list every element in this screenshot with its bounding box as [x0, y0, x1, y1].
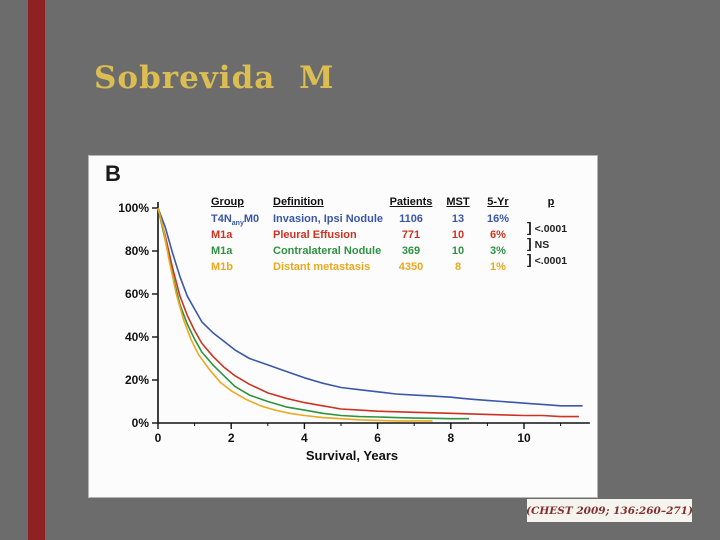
patients-value: 4350 [398, 261, 424, 273]
x-tick-label: 4 [301, 431, 308, 445]
patients-value: 1106 [399, 213, 423, 225]
group-label: M1b [211, 261, 233, 273]
definition-label: Contralateral Nodule [273, 245, 382, 257]
survival-curve-0 [157, 207, 583, 407]
mst-value: 10 [451, 229, 465, 241]
mst-value: 10 [451, 245, 465, 257]
definition-label: Pleural Effusion [273, 229, 357, 241]
p-value-comparison-2: ] NS [527, 235, 587, 251]
slide-title: Sobrevida M [94, 60, 335, 96]
y-tick-label: 0% [132, 416, 150, 430]
p-value-comparison-1: ] <.0001 [527, 219, 587, 235]
survival-curve-3 [157, 207, 433, 422]
bracket-glyph: ] [527, 235, 532, 251]
group-label: T4NanyM0 [211, 213, 260, 228]
legend-row-m1a-contralateral: M1a Contralateral Nodule 369 10 3% [89, 245, 597, 260]
patients-value: 369 [401, 245, 421, 257]
legend-row-t4nanym0: T4NanyM0 Invasion, Ipsi Nodule 1106 13 1… [89, 213, 597, 228]
citation: (CHEST 2009; 136:260–271) [526, 499, 693, 522]
x-tick-label: 10 [517, 431, 531, 445]
bracket-glyph: ] [527, 219, 532, 235]
legend-header-row: Group Definition Patients MST 5-Yr p [89, 196, 597, 211]
y-tick-label: 100% [118, 201, 149, 215]
definition-label: Distant metastasis [273, 261, 371, 273]
x-tick-label: 8 [447, 431, 454, 445]
legend-header-mst: MST [446, 196, 470, 208]
x-tick-label: 0 [155, 431, 162, 445]
legend-header-p: p [547, 196, 555, 208]
survival-curve-1 [157, 207, 579, 418]
panel-label-b: B [105, 161, 121, 186]
legend-header-patients: Patients [389, 196, 433, 208]
survival-curve-2 [157, 207, 470, 420]
five-yr-value: 1% [490, 261, 506, 273]
legend-header-definition: Definition [273, 196, 324, 208]
y-tick-label: 80% [125, 244, 149, 258]
p-value-label: <.0001 [534, 255, 568, 267]
group-label: M1a [211, 245, 233, 257]
p-value-label: NS [534, 239, 550, 251]
five-yr-value: 3% [490, 245, 506, 257]
legend-header-5yr: 5-Yr [487, 196, 509, 208]
bracket-glyph: ] [527, 251, 532, 267]
y-tick-label: 40% [125, 330, 149, 344]
legend-row-m1a-pleural: M1a Pleural Effusion 771 10 6% [89, 229, 597, 244]
group-label: M1a [211, 229, 233, 241]
definition-label: Invasion, Ipsi Nodule [273, 213, 384, 225]
mst-value: 13 [451, 213, 465, 225]
survival-chart-panel: B 0% 20% 40% 60% 80% 100% 0 2 4 6 8 10 Survival, Yea… [88, 155, 598, 498]
x-axis-label: Survival, Years [306, 448, 398, 463]
legend-header-group: Group [211, 196, 244, 208]
five-yr-value: 6% [490, 229, 506, 241]
x-tick-label: 2 [228, 431, 235, 445]
x-tick-label: 6 [374, 431, 381, 445]
y-tick-label: 60% [125, 287, 149, 301]
left-accent-bar [28, 0, 45, 540]
survival-plot: 0% 20% 40% 60% 80% 100% 0 2 4 6 8 10 Survival, Years [118, 201, 590, 463]
p-value-comparison-3: ] <.0001 [527, 251, 587, 267]
patients-value: 771 [401, 229, 421, 241]
mst-value: 8 [454, 261, 462, 273]
legend-table: Group Definition Patients MST 5-Yr p T4N… [89, 156, 597, 286]
p-value-label: <.0001 [534, 223, 568, 235]
legend-row-m1b-distant: M1b Distant metastasis 4350 8 1% [89, 261, 597, 276]
five-yr-value: 16% [486, 213, 510, 225]
y-tick-label: 20% [125, 373, 149, 387]
